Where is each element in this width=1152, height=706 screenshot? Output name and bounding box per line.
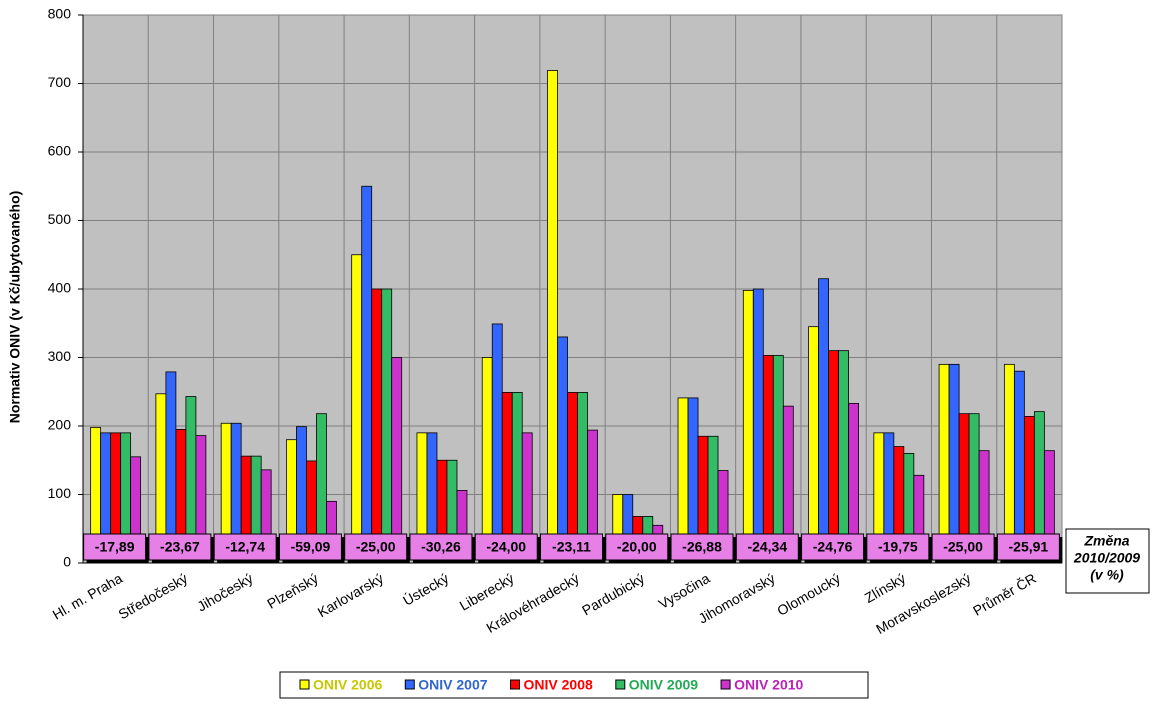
bar: [381, 288, 393, 564]
change-label: -12,74: [225, 539, 265, 555]
change-label-box: [735, 533, 799, 561]
legend-label: ONIV 2010: [734, 677, 803, 693]
change-label: -24,00: [486, 539, 526, 555]
bar: [808, 326, 819, 564]
change-label: -25,00: [356, 539, 396, 555]
legend-swatch: [404, 679, 415, 690]
legend-label: ONIV 2006: [313, 677, 382, 693]
x-tick-label: Vysočina: [656, 570, 713, 612]
change-title: (v %): [1090, 567, 1124, 583]
change-label-box: [213, 533, 277, 561]
x-tick-label: Ústecký: [400, 570, 451, 609]
bar: [818, 278, 829, 564]
y-tick-label: 700: [48, 74, 72, 90]
change-label: -25,91: [1009, 539, 1049, 555]
bar: [828, 350, 839, 564]
x-tick-label: Karlovarský: [315, 570, 386, 620]
y-tick-label: 200: [48, 417, 72, 433]
change-label-box: [409, 533, 473, 561]
bar: [557, 336, 568, 564]
change-label-box: [278, 533, 342, 561]
bar: [772, 355, 784, 564]
bar: [762, 355, 774, 564]
y-tick-label: 400: [48, 280, 72, 296]
change-label: -24,34: [747, 539, 787, 555]
bar: [361, 185, 373, 564]
change-label: -19,75: [878, 539, 918, 555]
x-tick-label: Jihočeský: [194, 570, 255, 615]
x-tick-label: Plzeňský: [264, 570, 321, 612]
legend: [279, 671, 869, 699]
bar: [481, 357, 493, 564]
bar: [948, 363, 960, 564]
change-label-box: [670, 533, 734, 561]
change-label-box: [605, 533, 669, 561]
change-label-box: [540, 533, 603, 561]
legend-label: ONIV 2007: [418, 677, 487, 693]
bar: [371, 288, 383, 564]
change-label: -20,00: [617, 539, 657, 555]
change-label: -17,89: [95, 539, 135, 555]
change-title: 2010/2009: [1073, 550, 1140, 566]
change-label-box: [83, 533, 147, 561]
change-label: -25,00: [943, 539, 983, 555]
x-tick-label: Zlínský: [862, 570, 908, 606]
bar: [742, 289, 754, 564]
x-tick-label: Průměr ČR: [970, 570, 1039, 619]
x-tick-label: Pardubický: [579, 570, 647, 618]
legend-swatch: [720, 679, 731, 690]
y-tick-label: 500: [48, 211, 72, 227]
y-tick-label: 100: [48, 485, 72, 501]
y-tick-label: 0: [63, 554, 71, 570]
bar: [491, 323, 503, 564]
change-title: Změna: [1083, 533, 1129, 549]
legend-swatch: [299, 679, 310, 690]
legend-swatch: [615, 679, 626, 690]
x-tick-label: Středočeský: [116, 570, 191, 622]
change-label-box: [866, 533, 930, 561]
x-tick-label: Olomoucký: [774, 570, 843, 619]
bar: [752, 288, 764, 564]
bar: [938, 363, 950, 564]
bar: [838, 350, 849, 564]
change-label-box: [996, 533, 1060, 561]
y-axis-label: Normativ ONIV (v Kč/ubytovaného): [7, 191, 23, 424]
y-tick-label: 600: [48, 143, 72, 159]
y-tick-label: 800: [48, 6, 72, 22]
legend-swatch: [510, 679, 521, 690]
bar: [547, 70, 558, 564]
bar: [351, 254, 363, 564]
change-label: -30,26: [421, 539, 461, 555]
change-label: -23,11: [552, 539, 591, 555]
change-label: -59,09: [291, 539, 331, 555]
change-label-box: [931, 533, 995, 561]
bar: [391, 357, 403, 564]
change-label-box: [344, 533, 408, 561]
change-label: -24,76: [813, 539, 853, 555]
x-tick-label: Hl. m. Praha: [50, 570, 126, 623]
legend-label: ONIV 2009: [629, 677, 698, 693]
change-label: -26,88: [682, 539, 722, 555]
change-label-box: [148, 533, 212, 561]
change-label: -23,67: [160, 539, 200, 555]
bar: [1003, 363, 1015, 564]
change-label-box: [801, 533, 865, 561]
legend-label: ONIV 2008: [524, 677, 593, 693]
change-label-box: [474, 533, 538, 561]
y-tick-label: 300: [48, 348, 72, 364]
change-box: [1065, 528, 1150, 594]
